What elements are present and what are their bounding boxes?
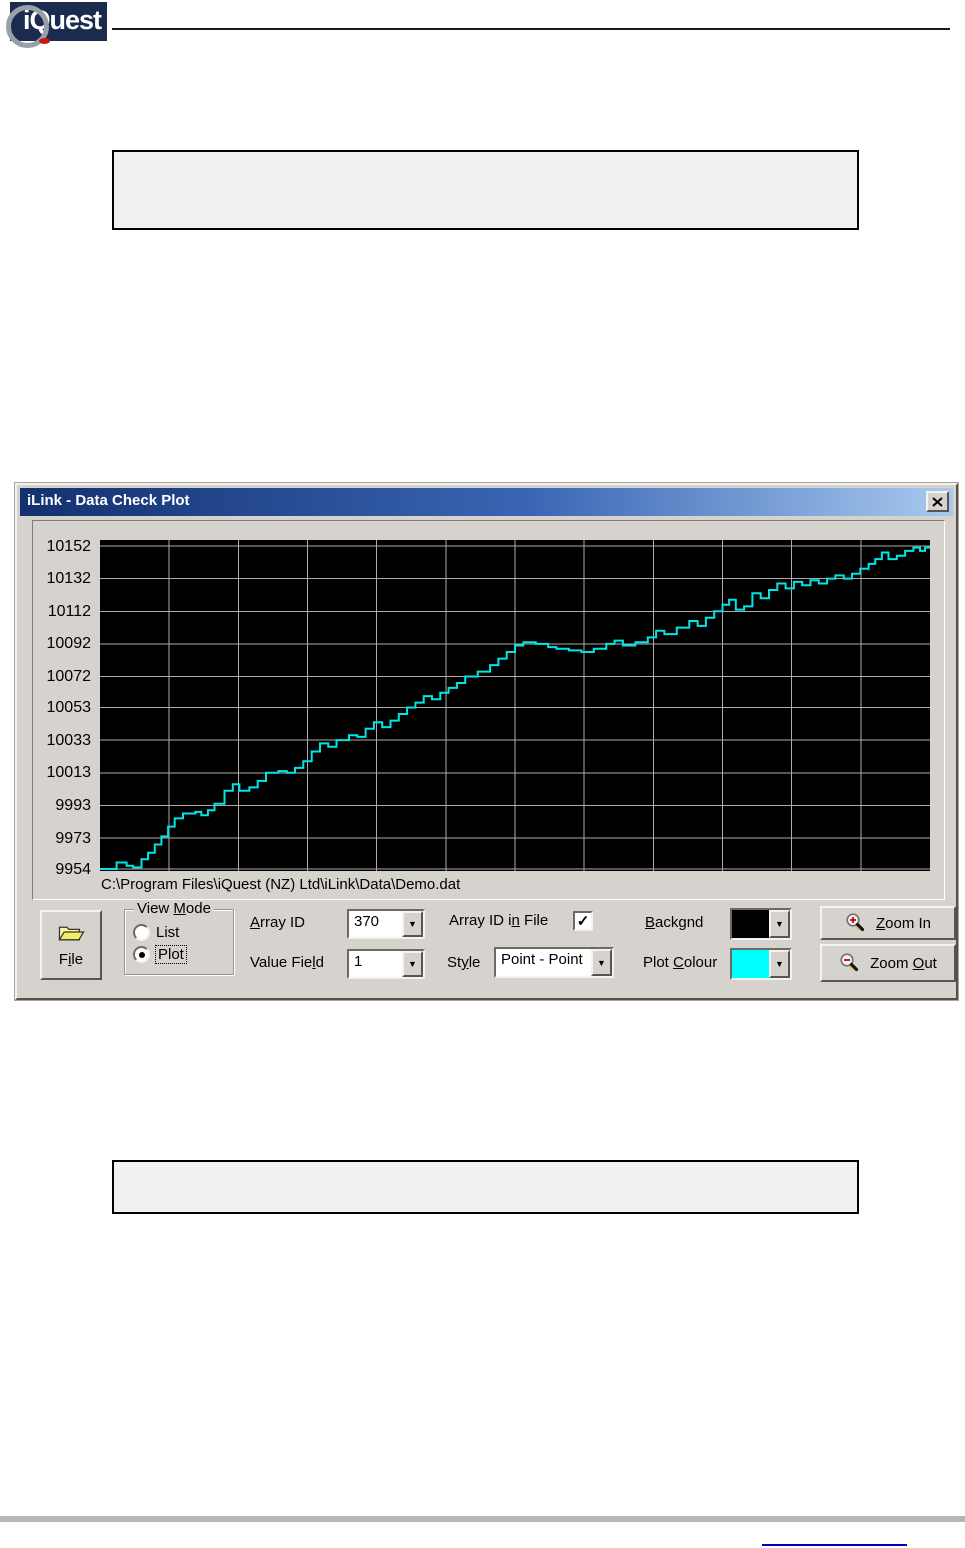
callout-box-2 [112,1160,859,1214]
ilink-data-check-plot-window: iLink - Data Check Plot 10152 10132 10112 1… [14,482,959,1001]
array-id-label: Array ID [250,914,306,931]
y-axis-tick: 10053 [46,699,92,716]
value-field-dropdown[interactable]: 1 ▼ [347,949,425,979]
backgnd-color-dropdown[interactable]: ▼ [730,908,792,940]
y-axis-tick: 9973 [55,829,91,847]
y-axis-tick: 10132 [46,570,92,588]
arrow-glyph: ▼ [775,919,784,929]
dropdown-arrow-icon[interactable]: ▼ [769,950,790,978]
arrow-glyph: ▼ [775,959,784,969]
close-icon [932,496,943,507]
view-mode-group-label: View Mode [134,900,214,917]
radio-plot[interactable]: Plot [133,945,187,964]
file-button[interactable]: File [40,910,102,980]
iquest-logo: iQuest [6,2,107,48]
close-button[interactable] [926,491,949,512]
y-axis-tick: 9954 [55,860,91,878]
y-axis-tick: 10092 [46,635,92,653]
zoom-out-magnifier-icon [840,953,859,972]
footer-blue-rule [762,1544,907,1546]
array-id-in-file-checkbox[interactable]: ✓ [573,911,593,931]
zoom-in-magnifier-icon [846,913,865,932]
plot-colour-color-dropdown[interactable]: ▼ [730,948,792,980]
plot-area[interactable] [100,540,931,871]
magnifier-ring-icon [6,5,49,48]
open-folder-icon [58,926,85,941]
header-rule [112,28,950,30]
y-axis-tick: 10072 [46,668,92,685]
check-mark-icon: ✓ [576,913,590,930]
plot-svg [100,540,931,871]
dropdown-arrow-icon[interactable]: ▼ [591,949,612,976]
y-axis-tick: 10152 [46,537,92,555]
array-id-dropdown[interactable]: 370 ▼ [347,909,425,939]
array-id-in-file-label: Array ID in File [449,912,549,929]
arrow-glyph: ▼ [408,959,417,969]
callout-box-1 [112,150,859,230]
plot-colour-label: Plot Colour [643,954,718,971]
style-dropdown[interactable]: Point - Point ▼ [494,947,614,978]
radio-list[interactable]: List [133,924,179,941]
backgnd-label: Backgnd [645,914,704,931]
zoom-out-button[interactable]: Zoom Out [820,944,956,982]
file-button-label: File [58,951,84,968]
dropdown-arrow-icon[interactable]: ▼ [769,910,790,938]
value-field-value: 1 [349,951,402,977]
footer-rule [0,1516,965,1522]
y-axis-tick: 9993 [55,796,91,814]
radio-list-label: List [156,924,180,941]
plot-panel: 10152 10132 10112 10092 10072 10053 10033 10013… [32,520,945,900]
plot-colour-swatch [732,950,769,978]
dropdown-arrow-icon[interactable]: ▼ [402,911,423,937]
zoom-in-label: Zoom In [875,914,932,932]
radio-circle-checked [133,946,150,963]
file-path-label: C:\Program Files\iQuest (NZ) Ltd\iLink\D… [101,876,461,893]
y-axis-tick: 10112 [47,602,91,620]
array-id-value: 370 [349,911,402,937]
arrow-glyph: ▼ [408,919,417,929]
zoom-out-label: Zoom Out [870,954,937,972]
value-field-label: Value Field [250,954,324,971]
arrow-glyph: ▼ [597,957,606,968]
view-mode-group: View Mode List Plot [124,900,234,975]
y-axis-tick: 10033 [46,731,92,749]
radio-circle-unchecked [133,924,150,941]
y-axis-tick: 10013 [46,764,92,782]
backgnd-color-swatch [732,910,769,938]
style-value: Point - Point [496,949,591,976]
style-label: Style [447,954,481,971]
logo-red-dot [39,38,50,44]
window-titlebar[interactable]: iLink - Data Check Plot [20,488,953,516]
dropdown-arrow-icon[interactable]: ▼ [402,951,423,977]
zoom-in-button[interactable]: Zoom In [820,906,956,940]
radio-plot-label: Plot [155,945,187,964]
y-axis-labels: 10152 10132 10112 10092 10072 10053 10033 10013… [33,537,92,878]
window-title: iLink - Data Check Plot [27,492,190,509]
